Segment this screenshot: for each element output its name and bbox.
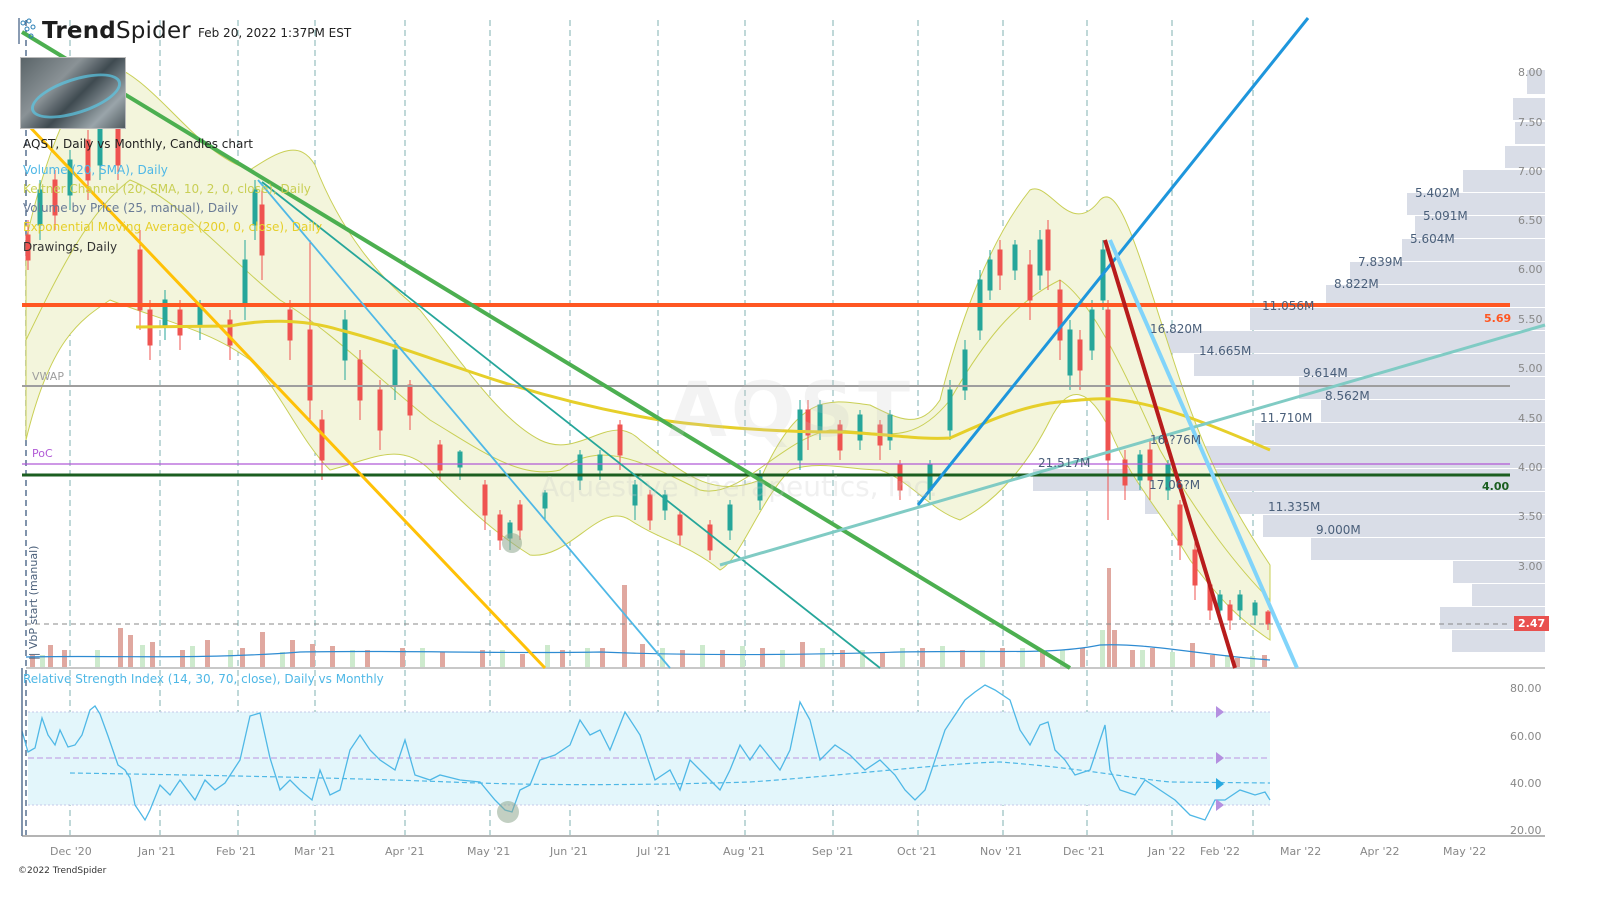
legend-main-series[interactable]: AQST, Daily vs Monthly, Candles chart bbox=[23, 137, 253, 151]
vbp-label: 9.614M bbox=[1303, 366, 1348, 380]
legend-vbp[interactable]: Volume by Price (25, manual), Daily bbox=[23, 201, 239, 215]
price-axis-tick: 4.50 bbox=[1518, 412, 1543, 425]
vbp-label: 17.06?M bbox=[1149, 478, 1201, 492]
time-axis-tick: May '22 bbox=[1443, 845, 1487, 858]
legend-drawings[interactable]: Drawings, Daily bbox=[23, 240, 118, 254]
vwap-label: VWAP bbox=[32, 370, 64, 383]
marker-circle bbox=[502, 533, 522, 553]
price-axis-tick: 6.50 bbox=[1518, 214, 1543, 227]
keltner-midline bbox=[25, 179, 1271, 601]
symbol-watermark: AQST bbox=[668, 365, 915, 454]
vbp-label: 9.000M bbox=[1316, 523, 1361, 537]
vbp-label: 14.665M bbox=[1199, 344, 1252, 358]
resistance-value: 5.69 bbox=[1484, 312, 1512, 325]
trendspider-logo: TrendSpider bbox=[16, 18, 191, 44]
price-axis-tick: 7.00 bbox=[1518, 165, 1543, 178]
price-axis-tick: 6.00 bbox=[1518, 263, 1543, 276]
legend-volume[interactable]: Volume (20, SMA), Daily bbox=[23, 163, 168, 177]
volume-by-price-bars bbox=[1033, 70, 1545, 652]
price-axis-tick: 3.50 bbox=[1518, 510, 1543, 523]
rsi-axis-tick: 80.00 bbox=[1510, 682, 1542, 695]
brand-name: TrendSpider bbox=[42, 18, 191, 44]
time-axis-tick: Apr '21 bbox=[385, 845, 425, 858]
vbp-label: 5.604M bbox=[1410, 232, 1455, 246]
rsi-axis-tick: 60.00 bbox=[1510, 730, 1542, 743]
rsi-axis-tick: 40.00 bbox=[1510, 777, 1542, 790]
poc-label: PoC bbox=[32, 447, 53, 460]
volume-bars bbox=[25, 568, 1545, 669]
ema-200-line bbox=[135, 319, 1271, 452]
trendline-light-blue bbox=[257, 179, 671, 669]
trendline-teal bbox=[261, 181, 881, 669]
time-axis-tick: Mar '22 bbox=[1280, 845, 1322, 858]
trendline-aqua bbox=[719, 323, 1546, 567]
time-axis-tick: Feb '22 bbox=[1200, 845, 1240, 858]
timestamp: Feb 20, 2022 1:37PM EST bbox=[198, 26, 352, 40]
symbol-thumbnail bbox=[20, 57, 126, 129]
company-watermark: Aquestive Therapeutics, Inc. bbox=[540, 470, 938, 503]
vbp-label: 11.056M bbox=[1262, 299, 1315, 313]
price-axis-tick: 5.50 bbox=[1518, 313, 1543, 326]
time-axis-tick: Mar '21 bbox=[294, 845, 336, 858]
price-axis-tick: 4.00 bbox=[1518, 461, 1543, 474]
legend-rsi[interactable]: Relative Strength Index (14, 30, 70, clo… bbox=[23, 672, 384, 686]
month-grid bbox=[69, 20, 1254, 835]
time-axis-tick: Oct '21 bbox=[897, 845, 937, 858]
rsi-panel bbox=[21, 668, 1545, 837]
trendline-dark-red bbox=[1103, 239, 1237, 669]
vbp-label: 5.091M bbox=[1423, 209, 1468, 223]
vbp-label: 8.562M bbox=[1325, 389, 1370, 403]
time-axis-tick: Feb '21 bbox=[216, 845, 256, 858]
vbp-label: 11.335M bbox=[1268, 500, 1321, 514]
time-axis-tick: Jan '22 bbox=[1148, 845, 1186, 858]
support-value: 4.00 bbox=[1482, 480, 1510, 493]
time-axis-tick: Aug '21 bbox=[723, 845, 765, 858]
time-axis-tick: Jan '21 bbox=[138, 845, 176, 858]
last-price-badge: 2.47 bbox=[1514, 616, 1550, 631]
time-axis-tick: Dec '20 bbox=[50, 845, 92, 858]
time-axis-tick: Apr '22 bbox=[1360, 845, 1400, 858]
trendline-sky-blue bbox=[1108, 239, 1299, 669]
rsi-axis-tick: 20.00 bbox=[1510, 824, 1542, 837]
vbp-label: 8.822M bbox=[1334, 277, 1379, 291]
time-axis-tick: Nov '21 bbox=[980, 845, 1022, 858]
spider-logo-icon bbox=[18, 18, 36, 44]
vbp-start-label: || VbP start (manual) bbox=[27, 545, 40, 660]
vbp-label: 11.710M bbox=[1260, 411, 1313, 425]
vbp-label: 5.402M bbox=[1415, 186, 1460, 200]
time-axis-tick: Jun '21 bbox=[550, 845, 588, 858]
time-axis-tick: May '21 bbox=[467, 845, 511, 858]
price-axis-tick: 8.00 bbox=[1518, 66, 1543, 79]
copyright: ©2022 TrendSpider bbox=[18, 866, 107, 876]
vbp-label: 16.?76M bbox=[1150, 433, 1202, 447]
vbp-label: 21.517M bbox=[1038, 456, 1091, 470]
price-axis-tick: 7.50 bbox=[1518, 116, 1543, 129]
time-axis-tick: Sep '21 bbox=[812, 845, 854, 858]
trendline-yellow bbox=[26, 123, 547, 670]
time-axis-tick: Dec '21 bbox=[1063, 845, 1105, 858]
legend-ema[interactable]: Exponential Moving Average (200, 0, clos… bbox=[23, 220, 323, 234]
vbp-label: 7.839M bbox=[1358, 255, 1403, 269]
time-axis-tick: Jul '21 bbox=[637, 845, 671, 858]
legend-keltner[interactable]: Keltner Channel (20, SMA, 10, 2, 0, clos… bbox=[23, 182, 311, 196]
price-axis-tick: 5.00 bbox=[1518, 362, 1543, 375]
vbp-label: 16.820M bbox=[1150, 322, 1203, 336]
trendline-green bbox=[20, 30, 1072, 670]
price-axis-tick: 3.00 bbox=[1518, 560, 1543, 573]
